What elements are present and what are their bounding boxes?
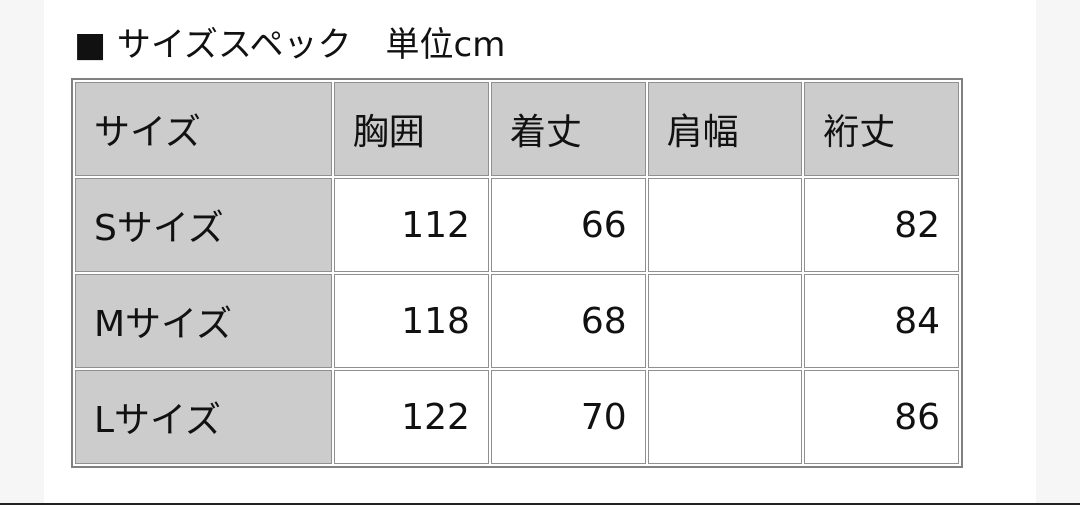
table-cell: 70 xyxy=(490,370,646,464)
table-cell: 86 xyxy=(804,370,959,464)
row-label: Mサイズ xyxy=(75,274,332,368)
table-cell xyxy=(647,370,803,464)
table-cell: 66 xyxy=(490,178,646,272)
table-cell xyxy=(647,274,803,368)
divider xyxy=(0,503,1080,505)
section-title: ■ サイズスペック 単位cm xyxy=(74,25,506,65)
table-row: Lサイズ 122 70 86 xyxy=(75,370,959,464)
table-cell: 68 xyxy=(490,274,646,368)
header-cell: 胸囲 xyxy=(333,82,489,176)
table-cell: 118 xyxy=(333,274,489,368)
header-cell: 肩幅 xyxy=(647,82,803,176)
table-row: Mサイズ 118 68 84 xyxy=(75,274,959,368)
size-spec-table: サイズ 胸囲 着丈 肩幅 裄丈 Sサイズ 112 66 82 Mサイズ 118 … xyxy=(71,78,963,468)
table-row: Sサイズ 112 66 82 xyxy=(75,178,959,272)
table-cell: 122 xyxy=(333,370,489,464)
table-header-row: サイズ 胸囲 着丈 肩幅 裄丈 xyxy=(75,82,959,176)
row-label: Lサイズ xyxy=(75,370,332,464)
table-cell xyxy=(647,178,803,272)
table-cell: 82 xyxy=(804,178,959,272)
header-cell: 裄丈 xyxy=(804,82,959,176)
table-cell: 84 xyxy=(804,274,959,368)
header-cell: サイズ xyxy=(75,82,332,176)
table-cell: 112 xyxy=(333,178,489,272)
header-cell: 着丈 xyxy=(490,82,646,176)
row-label: Sサイズ xyxy=(75,178,332,272)
